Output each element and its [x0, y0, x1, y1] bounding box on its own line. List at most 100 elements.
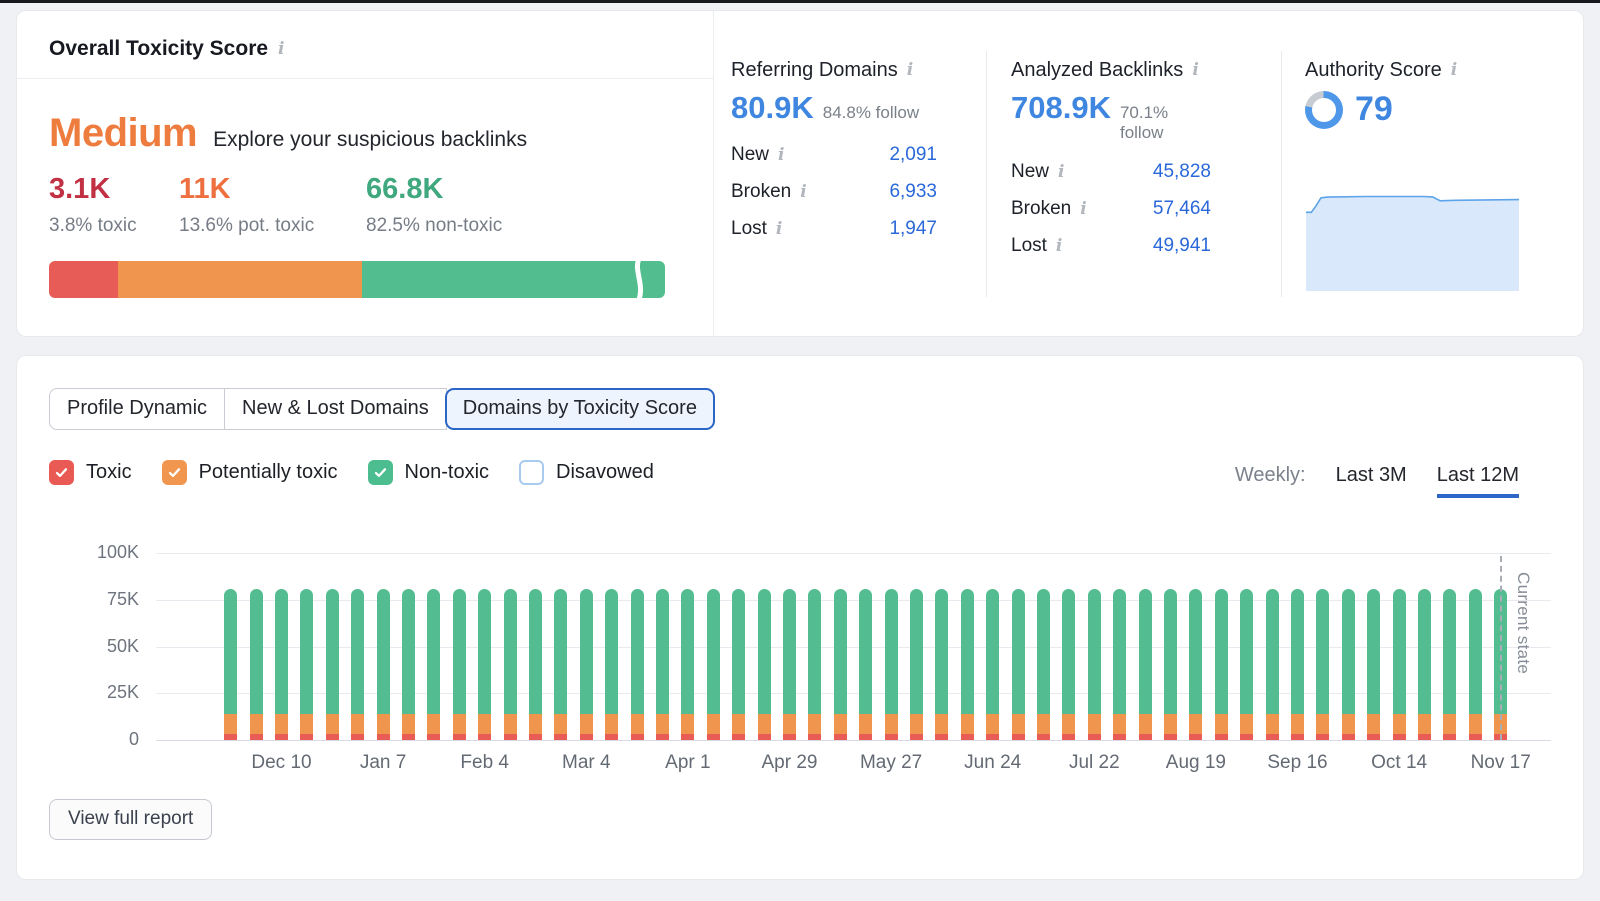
- stacked-bar-week-36: [1139, 589, 1152, 740]
- bar-segment-potentially-toxic: [529, 714, 542, 735]
- row-value[interactable]: 57,464: [1153, 198, 1211, 220]
- bar-segment-non-toxic: [758, 589, 771, 714]
- analyzed-backlinks-row-broken: Brokeni57,464: [1011, 198, 1211, 220]
- stacked-bar-week-34: [1088, 589, 1101, 740]
- info-icon[interactable]: i: [1056, 238, 1062, 255]
- stacked-bar-week-45: [1367, 589, 1380, 740]
- toxicity-stat-label: 13.6% pot. toxic: [179, 215, 366, 237]
- authority-score-column: Authority Score i 79: [1305, 59, 1535, 129]
- toxicity-stats: 3.1K3.8% toxic11K13.6% pot. toxic66.8K82…: [49, 173, 566, 237]
- bar-segment-toxic: [1240, 734, 1253, 740]
- period-option-last-3m[interactable]: Last 3M: [1336, 464, 1407, 494]
- bar-segment-toxic: [605, 734, 618, 740]
- analyzed-backlinks-follow: 70.1% follow: [1120, 103, 1211, 143]
- unchecked-checkbox-icon[interactable]: [519, 460, 544, 485]
- bar-segment-toxic: [1291, 734, 1304, 740]
- bar-segment-non-toxic: [961, 589, 974, 714]
- y-tick-label: 75K: [107, 589, 139, 610]
- info-icon[interactable]: i: [1451, 62, 1457, 79]
- bar-segment-potentially-toxic: [1139, 714, 1152, 735]
- chart-tabs: Profile DynamicNew & Lost DomainsDomains…: [49, 388, 715, 430]
- bar-segment-non-toxic: [1215, 589, 1228, 714]
- bar-segment-toxic: [351, 734, 364, 740]
- bar-segment-toxic: [910, 734, 923, 740]
- bar-segment-non-toxic: [605, 589, 618, 714]
- checked-checkbox-icon[interactable]: [368, 460, 393, 485]
- referring-domains-follow: 84.8% follow: [823, 103, 919, 123]
- toxicity-stat-value: 66.8K: [366, 173, 566, 206]
- bar-segment-toxic: [1393, 734, 1406, 740]
- tab-new-lost-domains[interactable]: New & Lost Domains: [224, 388, 447, 430]
- legend-label: Disavowed: [556, 461, 654, 484]
- info-icon[interactable]: i: [1192, 62, 1198, 79]
- bar-segment-potentially-toxic: [910, 714, 923, 735]
- bar-segment-non-toxic: [1139, 589, 1152, 714]
- referring-domains-value[interactable]: 80.9K: [731, 90, 814, 126]
- y-tick-label: 50K: [107, 636, 139, 657]
- view-full-report-button[interactable]: View full report: [49, 799, 212, 840]
- bar-segment-toxic: [504, 734, 517, 740]
- stacked-bar-week-23: [808, 589, 821, 740]
- row-value[interactable]: 2,091: [889, 144, 937, 166]
- legend-item-disavowed[interactable]: Disavowed: [519, 460, 654, 485]
- x-tick-label: Feb 4: [460, 752, 509, 774]
- referring-domains-title: Referring Domains: [731, 59, 898, 82]
- info-icon[interactable]: i: [800, 184, 806, 201]
- info-icon[interactable]: i: [778, 147, 784, 164]
- legend-item-potentially-toxic[interactable]: Potentially toxic: [162, 460, 338, 485]
- info-icon[interactable]: i: [278, 41, 284, 58]
- info-icon[interactable]: i: [1080, 201, 1086, 218]
- bar-segment-toxic: [224, 734, 237, 740]
- bar-segment-toxic: [427, 734, 440, 740]
- info-icon[interactable]: i: [776, 221, 782, 238]
- bar-segment-potentially-toxic: [707, 714, 720, 735]
- info-icon[interactable]: i: [907, 62, 913, 79]
- legend-item-non-toxic[interactable]: Non-toxic: [368, 460, 489, 485]
- current-state-line: [1500, 556, 1502, 740]
- bar-segment-potentially-toxic: [1469, 714, 1482, 735]
- stacked-bar-week-28: [935, 589, 948, 740]
- toxicity-stat-label: 82.5% non-toxic: [366, 215, 566, 237]
- toxicity-score-hint: Explore your suspicious backlinks: [213, 128, 527, 152]
- row-value[interactable]: 49,941: [1153, 235, 1211, 257]
- checked-checkbox-icon[interactable]: [162, 460, 187, 485]
- bar-segment-potentially-toxic: [1443, 714, 1456, 735]
- bar-segment-toxic: [732, 734, 745, 740]
- bar-segment-potentially-toxic: [300, 714, 313, 735]
- toxicity-stat-82-5-non-toxic: 66.8K 82.5% non-toxic: [366, 173, 566, 237]
- x-tick-label: Oct 14: [1371, 752, 1427, 774]
- bar-segment-toxic: [681, 734, 694, 740]
- row-value[interactable]: 45,828: [1153, 161, 1211, 183]
- analyzed-backlinks-value[interactable]: 708.9K: [1011, 90, 1111, 126]
- bar-segment-non-toxic: [910, 589, 923, 714]
- bar-segment-non-toxic: [351, 589, 364, 714]
- bar-segment-potentially-toxic: [1189, 714, 1202, 735]
- info-icon[interactable]: i: [1058, 164, 1064, 181]
- bar-segment-non-toxic: [783, 589, 796, 714]
- y-tick-label: 0: [129, 729, 139, 750]
- authority-score-donut-icon: [1305, 91, 1343, 129]
- bar-segment-toxic: [1037, 734, 1050, 740]
- stacked-bar-week-11: [504, 589, 517, 740]
- row-value[interactable]: 6,933: [889, 181, 937, 203]
- tab-domains-by-toxicity-score[interactable]: Domains by Toxicity Score: [445, 388, 715, 430]
- bar-segment-non-toxic: [681, 589, 694, 714]
- x-tick-label: Mar 4: [562, 752, 611, 774]
- bar-segment-toxic: [580, 734, 593, 740]
- bar-segment-potentially-toxic: [758, 714, 771, 735]
- stacked-bar-week-38: [1189, 589, 1202, 740]
- stacked-bar-week-10: [478, 589, 491, 740]
- bar-segment-toxic: [631, 734, 644, 740]
- row-value[interactable]: 1,947: [889, 218, 937, 240]
- bar-segment-toxic: [402, 734, 415, 740]
- bar-segment-toxic: [808, 734, 821, 740]
- bar-segment-toxic: [834, 734, 847, 740]
- bar-segment-potentially-toxic: [275, 714, 288, 735]
- period-option-last-12m[interactable]: Last 12M: [1437, 464, 1519, 498]
- analyzed-backlinks-row-new: Newi45,828: [1011, 161, 1211, 183]
- stacked-bar-week-4: [326, 589, 339, 740]
- bar-segment-toxic: [1266, 734, 1279, 740]
- bar-segment-potentially-toxic: [224, 714, 237, 735]
- stacked-bar-week-21: [758, 589, 771, 740]
- stacked-bar-week-5: [351, 589, 364, 740]
